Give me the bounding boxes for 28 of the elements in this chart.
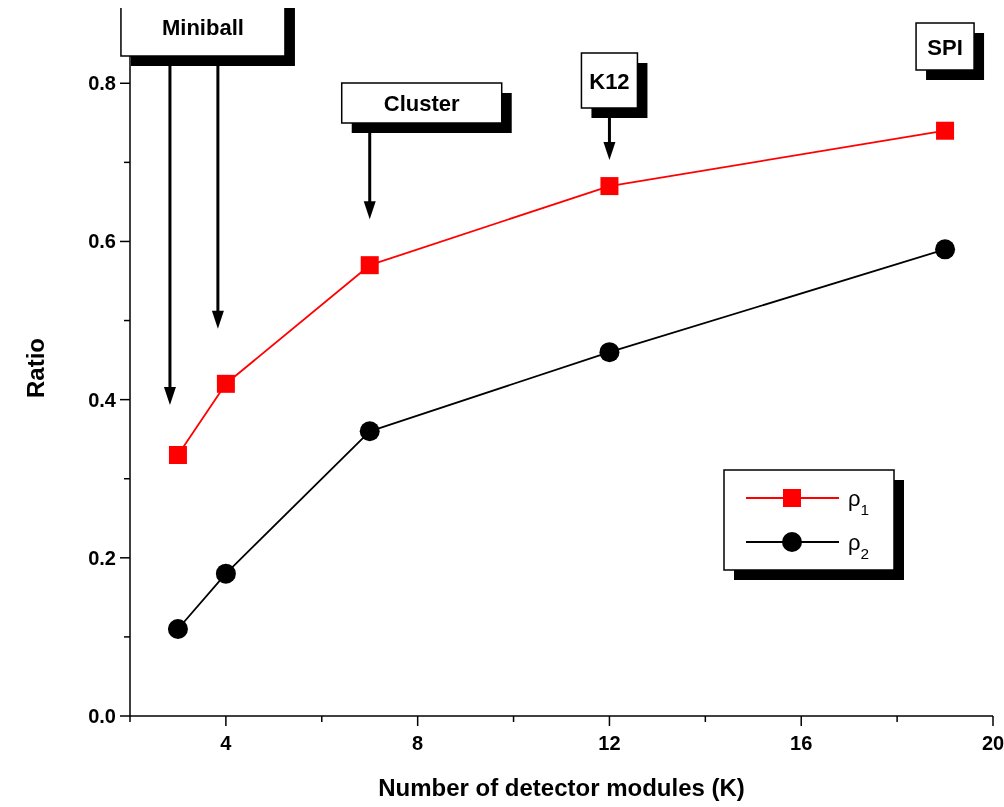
y-tick-label: 0.2 [88,546,116,569]
point [935,239,956,260]
x-tick-label: 12 [598,732,621,754]
x-tick-label: 20 [981,732,1004,754]
point [167,619,188,639]
annotation: Cluster [383,91,461,116]
y-axis-title: Ratio [22,338,49,398]
point [215,563,236,584]
legend-label: ρ$_{1}$ [848,486,870,518]
x-axis-title: Number of detector modules (K) [378,774,745,801]
point [359,421,380,442]
point [360,256,379,275]
point [168,446,187,464]
point [936,121,955,140]
annotation: SPI [927,34,963,60]
y-tick-label: 0.6 [88,230,116,253]
y-tick-label: 0.4 [88,388,117,411]
point [600,177,619,196]
point [216,374,235,393]
legend-label: ρ$_{2}$ [848,530,870,562]
annotation: K12 [589,68,630,94]
y-tick-label: 0.0 [88,705,116,727]
annotation: Miniball [162,15,244,40]
x-tick-label: 4 [220,732,233,754]
y-tick-label: 0.8 [88,72,116,95]
point [599,342,620,363]
x-tick-label: 16 [790,732,813,754]
x-tick-label: 8 [412,732,424,754]
